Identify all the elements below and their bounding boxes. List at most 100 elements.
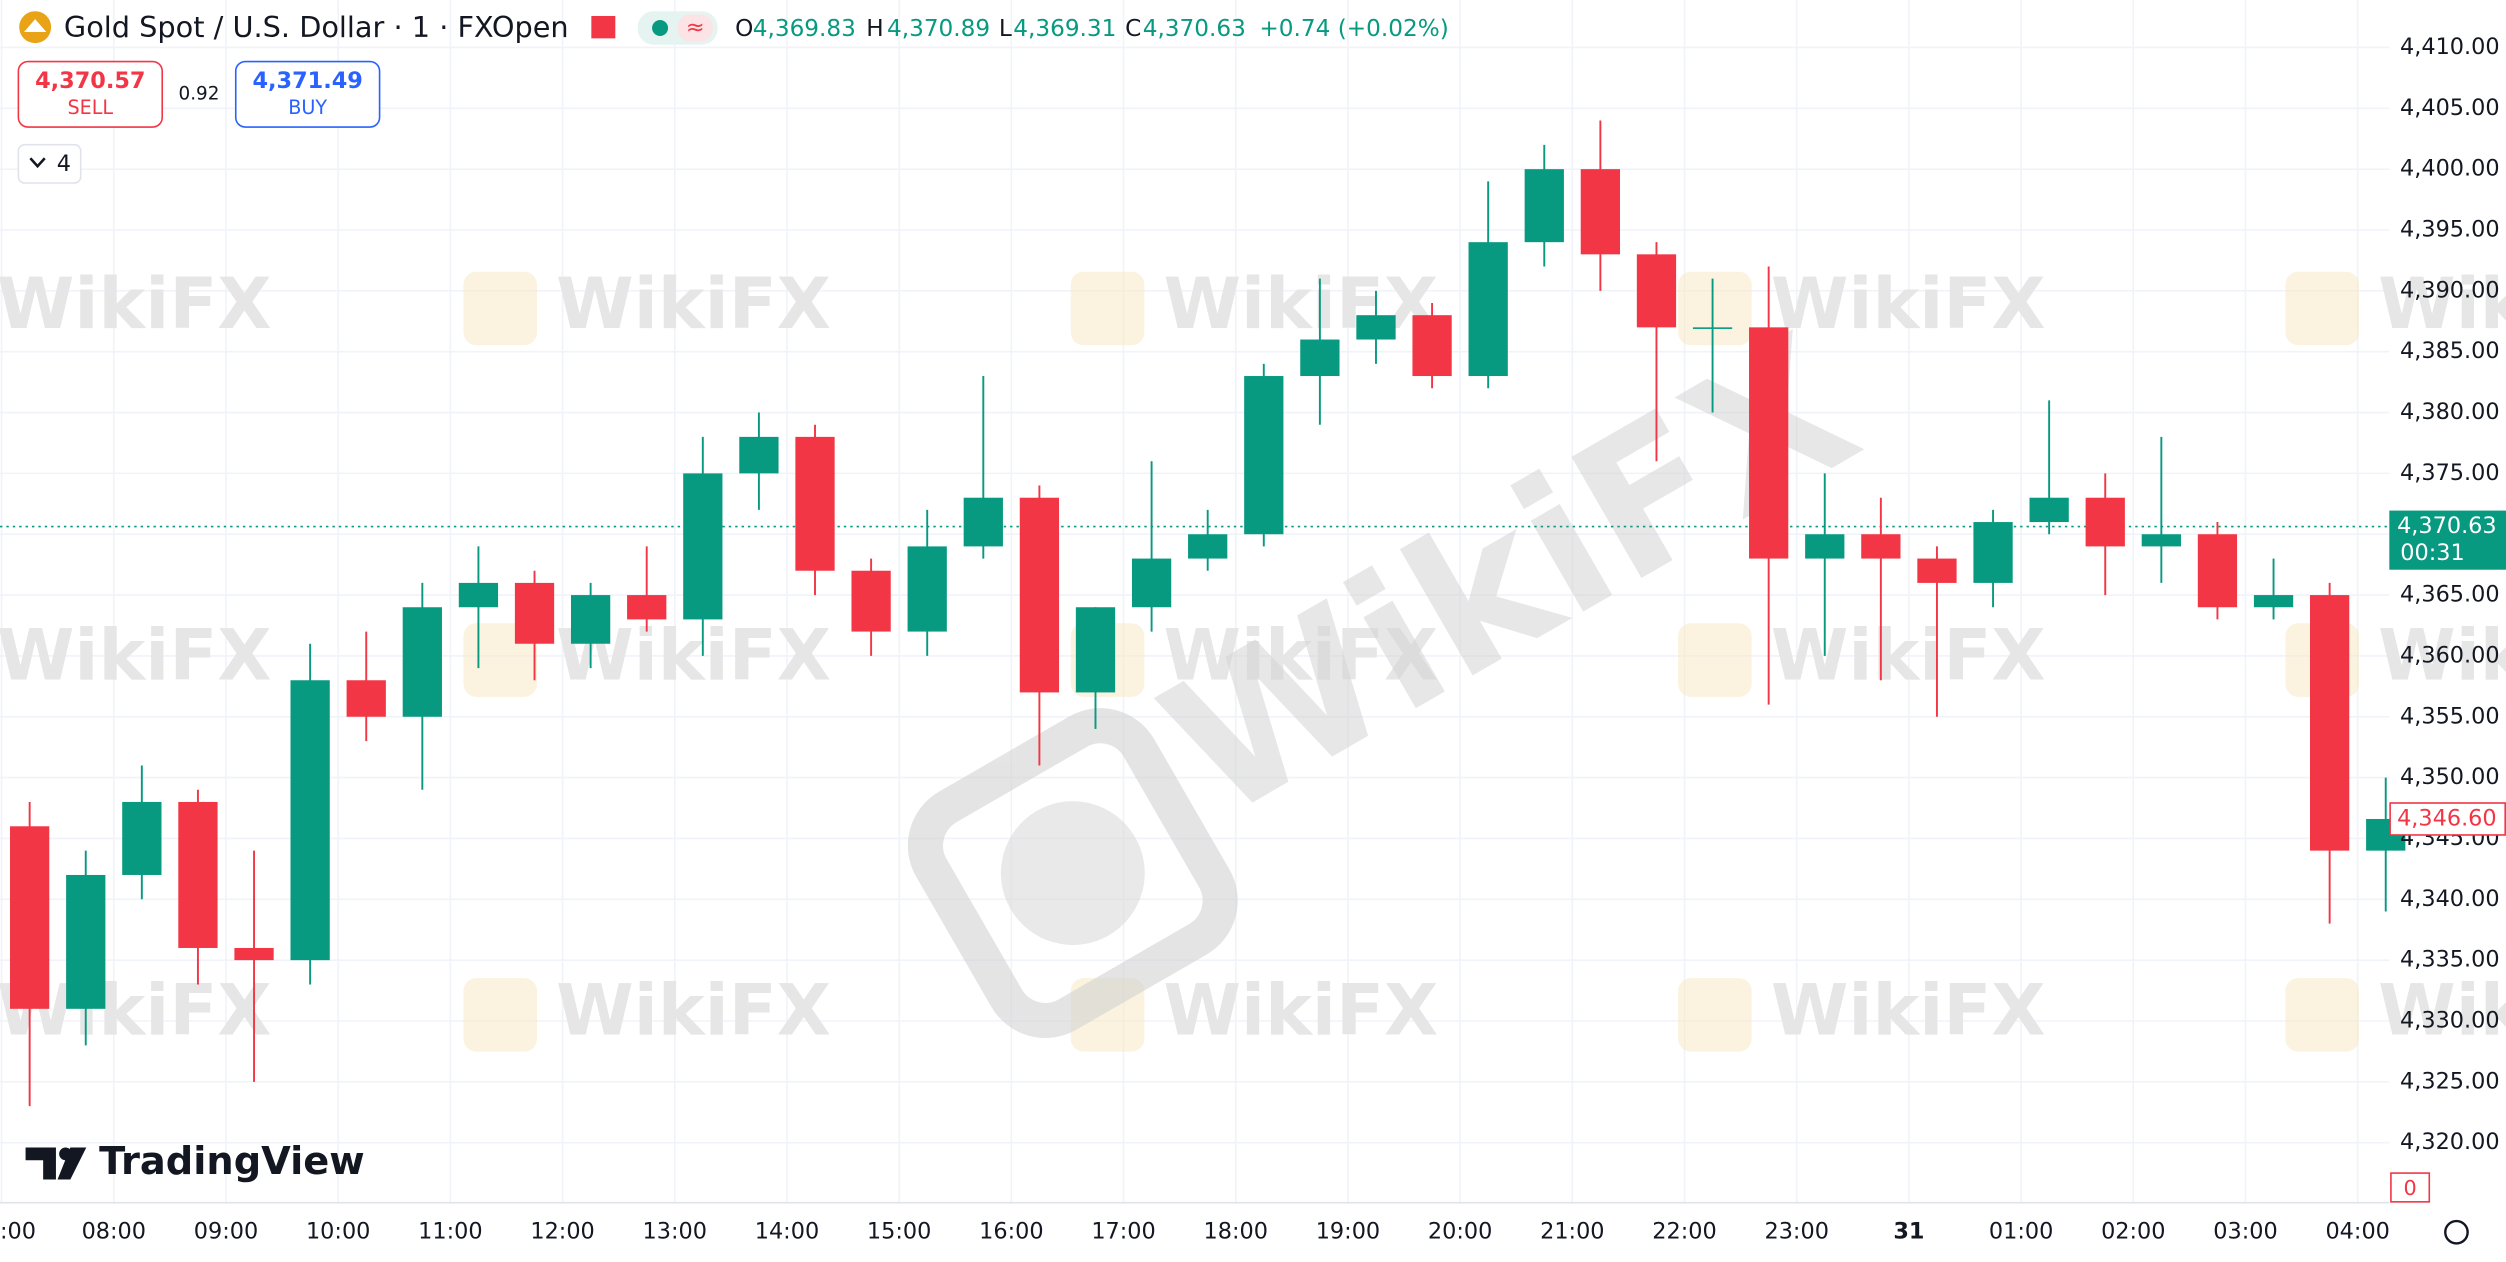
candle-body	[1019, 497, 1060, 693]
candle-body	[1131, 558, 1172, 608]
watermark-icon	[463, 271, 537, 346]
candle-body	[851, 570, 891, 632]
x-tick-label: 12:00	[530, 1219, 594, 1245]
x-tick-label: 17:00	[1091, 1219, 1155, 1245]
chart-title: Gold Spot / U.S. Dollar · 1 · FXOpen	[64, 10, 569, 44]
candle-body	[627, 595, 667, 620]
y-tick-label: 4,350.00	[2400, 764, 2500, 790]
candle-body	[1580, 169, 1621, 255]
ohlc-value: 4,370.63	[1143, 14, 1246, 41]
y-tick-label: 4,360.00	[2400, 642, 2500, 668]
watermark-text: WikiFX	[2378, 263, 2506, 345]
buy-button[interactable]	[234, 60, 381, 128]
watermark-text: WikiFX	[1771, 969, 2046, 1051]
x-tick-label: 11:00	[418, 1219, 482, 1245]
volume-box	[2390, 1172, 2431, 1203]
x-tick-label: 08:00	[82, 1219, 146, 1245]
ohlc-value: 4,369.31	[1013, 14, 1116, 41]
overlay-layer: Gold Spot / U.S. Dollar · 1 · FXOpen ≈ O…	[0, 10, 2506, 1245]
indicators-toggle[interactable]	[17, 143, 82, 184]
candle-body	[2253, 595, 2294, 608]
candle-body	[1692, 327, 1733, 329]
status-dot	[652, 19, 669, 36]
candle-body	[458, 582, 499, 608]
status-wave-bg	[677, 14, 713, 42]
ohlc-key: O	[735, 14, 753, 41]
x-tick-label: 10:00	[306, 1219, 370, 1245]
y-tick-label: 4,375.00	[2400, 460, 2500, 486]
marker-price-label: 4,346.60	[2397, 805, 2497, 831]
candle-body	[2029, 497, 2069, 523]
candle-body	[1075, 607, 1116, 693]
ohlc-key: H	[866, 14, 883, 41]
candle-body	[10, 826, 50, 1009]
candle-body	[795, 436, 835, 571]
y-tick-label: 4,390.00	[2400, 277, 2500, 303]
candle-body	[1805, 534, 1845, 559]
x-tick-label: 03:00	[2213, 1219, 2277, 1245]
logo-dot	[59, 1147, 72, 1161]
indicators-count: 4	[57, 151, 71, 177]
ohlc-key: C	[1125, 14, 1141, 41]
settings-icon[interactable]	[2444, 1219, 2469, 1245]
symbol-icon-mark	[23, 19, 47, 32]
x-tick-label: 21:00	[1540, 1219, 1604, 1245]
watermark-text: WikiFX	[2378, 969, 2506, 1051]
candle-body	[1861, 534, 1901, 559]
x-tick-label: 13:00	[643, 1219, 707, 1245]
y-tick-label: 4,330.00	[2400, 1007, 2500, 1033]
candle-body	[1356, 315, 1396, 340]
x-tick-label: 14:00	[755, 1219, 819, 1245]
candle-body	[683, 473, 723, 620]
sell-button[interactable]	[17, 60, 164, 128]
candle-body	[1917, 558, 1957, 583]
candle-body	[1468, 242, 1508, 377]
sell-label: SELL	[67, 96, 113, 119]
x-tick-label: 23:00	[1764, 1219, 1828, 1245]
flag-icon[interactable]	[591, 15, 616, 39]
watermark-text: WikiFX	[1771, 263, 2046, 345]
candle-body	[1749, 327, 1789, 559]
candle-body	[570, 595, 611, 644]
buy-price: 4,371.49	[252, 68, 362, 94]
ohlc-value: 4,369.83	[753, 14, 856, 41]
y-tick-label: 4,335.00	[2400, 947, 2500, 973]
ohlc-key: L	[999, 14, 1012, 41]
x-tick-label: 18:00	[1204, 1219, 1268, 1245]
y-tick-label: 4,385.00	[2400, 338, 2500, 364]
y-tick-label: 4,380.00	[2400, 399, 2500, 425]
candle-body	[346, 680, 386, 717]
status-wave: ≈	[686, 14, 705, 40]
watermark-icon	[463, 978, 537, 1052]
candle-body	[178, 801, 218, 948]
candle-body	[290, 680, 330, 961]
candle-body	[2310, 595, 2350, 851]
x-tick-label: 02:00	[2101, 1219, 2165, 1245]
buy-label: BUY	[288, 96, 327, 119]
x-tick-label: 16:00	[979, 1219, 1043, 1245]
background-layer	[0, 0, 2390, 1202]
candle-body	[1412, 315, 1452, 377]
logo-mark	[25, 1147, 87, 1180]
watermark-icon	[2285, 271, 2359, 346]
x-tick-label: 04:00	[2325, 1219, 2389, 1245]
ohlc-value: 4,370.89	[887, 14, 990, 41]
x-tick-label: 20:00	[1428, 1219, 1492, 1245]
watermark-text: WikiFX	[1164, 615, 1439, 697]
x-tick-label: :00	[0, 1219, 36, 1245]
y-tick-label: 4,400.00	[2400, 156, 2500, 182]
x-tick-label: 22:00	[1652, 1219, 1716, 1245]
candle-body	[907, 546, 947, 632]
y-tick-label: 4,365.00	[2400, 582, 2500, 608]
candle-body	[963, 497, 1003, 547]
candle-body	[739, 436, 779, 474]
watermark-icon	[1678, 623, 1752, 697]
candle-body	[2141, 534, 2181, 547]
countdown-label: 00:31	[2400, 540, 2464, 566]
y-tick-label: 4,355.00	[2400, 703, 2500, 729]
volume-label: 0	[2403, 1176, 2416, 1200]
watermark-text: WikiFX	[0, 263, 272, 345]
candle-body	[122, 801, 162, 875]
